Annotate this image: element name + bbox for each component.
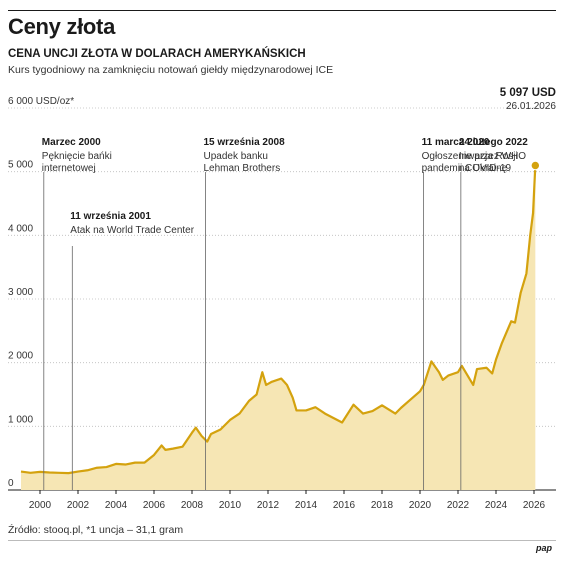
x-tick-label: 2024 (485, 500, 508, 511)
price-line (20, 165, 537, 475)
x-tick-label: 2000 (29, 500, 52, 511)
event-description: internetowej (42, 163, 96, 174)
x-tick-label: 2022 (447, 500, 470, 511)
page-title: Ceny złota (8, 14, 116, 39)
x-tick-label: 2008 (181, 500, 204, 511)
y-tick-label: 2 000 (8, 351, 33, 362)
last-date-label: 26.01.2026 (506, 101, 556, 112)
x-tick-label: 2014 (295, 500, 318, 511)
last-value-label: 5 097 USD (500, 87, 556, 99)
x-tick-label: 2012 (257, 500, 280, 511)
chart-description: Kurs tygodniowy na zamknięciu notowań gi… (8, 64, 334, 76)
x-tick-label: 2002 (67, 500, 90, 511)
event-title: 15 września 2008 (203, 137, 285, 148)
source-note: Źródło: stooq.pl, *1 uncja – 31,1 gram (8, 524, 184, 536)
y-tick-label: 0 (8, 478, 14, 489)
event-title: 11 marca 2020 (422, 137, 490, 148)
event-title: 24 lutego 2022 (459, 137, 528, 148)
last-point-marker (530, 160, 541, 171)
x-tick-label: 2018 (371, 500, 394, 511)
price-area (21, 165, 536, 491)
pap-logo: pap (536, 543, 553, 553)
y-tick-label: 6 000 USD/oz* (8, 96, 74, 107)
event-description: na Ukrainę (459, 163, 508, 174)
bottom-rule (8, 540, 556, 541)
event-description: Pęknięcie bańki (42, 151, 112, 162)
event-description: Upadek banku (203, 151, 267, 162)
y-tick-label: 3 000 (8, 287, 33, 298)
top-rule (8, 10, 556, 11)
event-description: Ogłoszenie przez WHO (422, 151, 527, 162)
x-tick-label: 2016 (333, 500, 356, 511)
x-tick-label: 2004 (105, 500, 128, 511)
x-tick-label: 2026 (523, 500, 546, 511)
chart-subtitle: CENA UNCJI ZŁOTA W DOLARACH AMERYKAŃSKIC… (8, 48, 306, 60)
event-title: Marzec 2000 (42, 137, 101, 148)
event-description: pandemii COVID-19 (422, 163, 512, 174)
event-description: Atak na World Trade Center (70, 225, 194, 236)
event-title: 11 września 2001 (70, 211, 151, 222)
x-tick-label: 2010 (219, 500, 242, 511)
x-tick-label: 2006 (143, 500, 166, 511)
event-description: Inwazja Rosji (459, 151, 518, 162)
event-description: Lehman Brothers (203, 163, 280, 174)
y-tick-label: 5 000 (8, 160, 33, 171)
y-tick-label: 1 000 (8, 414, 33, 425)
x-tick-label: 2020 (409, 500, 432, 511)
y-tick-label: 4 000 (8, 223, 33, 234)
